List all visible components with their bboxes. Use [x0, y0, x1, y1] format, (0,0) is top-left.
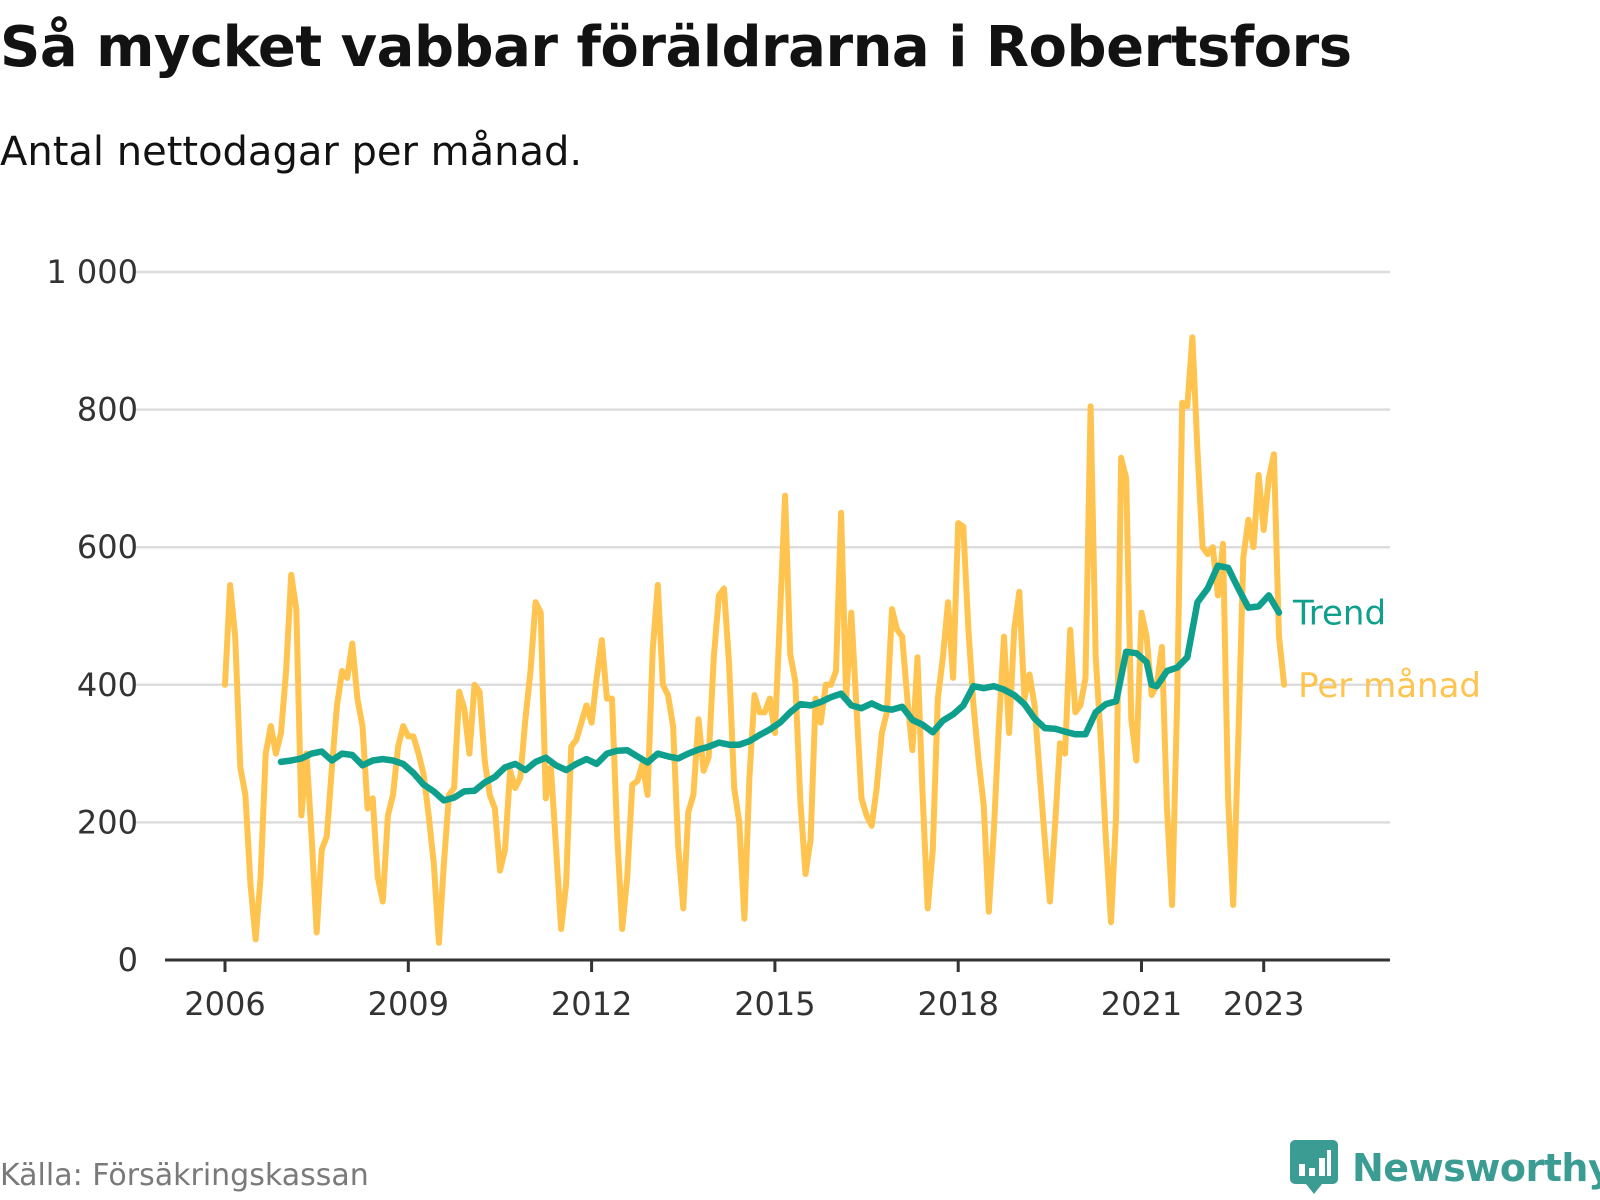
- x-tick-label: 2021: [1101, 985, 1182, 1023]
- series-labels: Per månad Trend: [1292, 594, 1481, 706]
- chart-title: Så mycket vabbar föräldrarna i Robertsfo…: [0, 15, 1352, 80]
- series-line-trend: [277, 562, 1283, 804]
- x-axis: 2006 2009 2012 2015 2018 2021 2023: [165, 958, 1390, 1023]
- chart-subtitle: Antal nettodagar per månad.: [0, 129, 583, 175]
- x-tick-label: 2012: [551, 985, 632, 1023]
- y-tick-label: 1 000: [46, 253, 138, 291]
- series-group: [222, 334, 1288, 946]
- series-label-trend: Trend: [1292, 594, 1386, 634]
- x-tick-label: 2023: [1223, 985, 1304, 1023]
- x-tick-label: 2006: [184, 985, 265, 1023]
- x-tick-label: 2015: [734, 985, 815, 1023]
- y-tick-label: 400: [77, 666, 138, 704]
- brand-logo: Newsworthy: [1290, 1140, 1600, 1196]
- y-tick-label: 0: [118, 941, 138, 979]
- source-note: Källa: Försäkringskassan: [0, 1158, 369, 1193]
- newsworthy-logo-icon: [1290, 1140, 1338, 1194]
- y-tick-label: 800: [77, 391, 138, 429]
- y-tick-label: 200: [77, 803, 138, 841]
- y-axis: 0 200 400 600 800 1 000: [46, 253, 138, 979]
- series-label-per-manad: Per månad: [1298, 666, 1481, 706]
- y-tick-label: 600: [77, 528, 138, 566]
- x-tick-label: 2018: [917, 985, 998, 1023]
- series-line-per-manad: [222, 334, 1288, 946]
- x-tick-label: 2009: [368, 985, 449, 1023]
- brand-name: Newsworthy: [1352, 1146, 1600, 1190]
